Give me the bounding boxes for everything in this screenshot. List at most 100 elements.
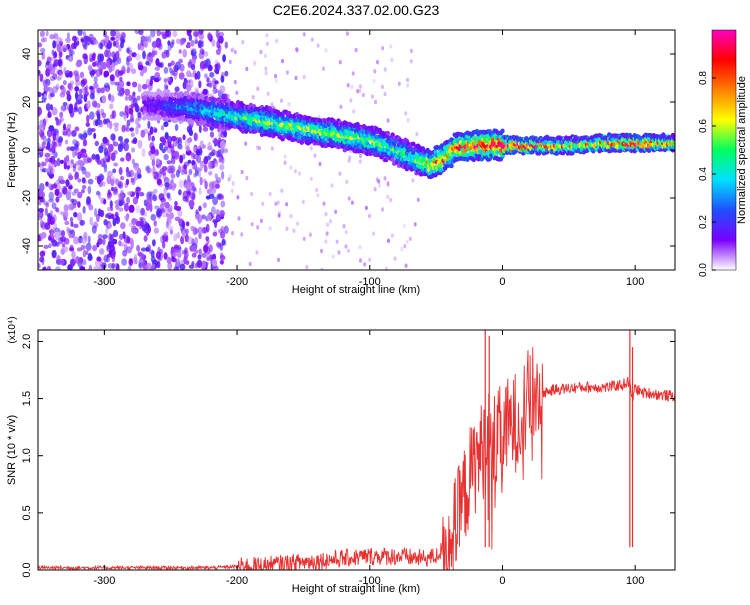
noise-point <box>128 50 133 57</box>
noise-point <box>48 165 53 175</box>
noise-point <box>201 214 206 220</box>
noise-point <box>163 146 168 151</box>
noise-point <box>59 258 65 266</box>
noise-point <box>190 152 195 157</box>
noise-point <box>240 169 244 175</box>
noise-point <box>131 52 137 58</box>
noise-point <box>85 36 91 46</box>
noise-point <box>185 221 190 227</box>
noise-point <box>283 160 287 165</box>
noise-point <box>116 33 122 38</box>
noise-point <box>176 251 182 259</box>
noise-point <box>98 42 103 49</box>
noise-point <box>152 239 156 247</box>
noise-point <box>86 100 91 110</box>
noise-point <box>49 34 55 40</box>
noise-point <box>248 261 252 267</box>
noise-point <box>44 207 49 216</box>
noise-point <box>68 159 74 168</box>
noise-point <box>38 162 41 168</box>
noise-point <box>190 49 194 56</box>
noise-point <box>196 259 203 268</box>
noise-point <box>77 30 83 36</box>
x-tick-label: 100 <box>626 276 644 288</box>
noise-point <box>79 153 85 158</box>
noise-point <box>115 216 121 224</box>
noise-point <box>69 48 73 57</box>
noise-point <box>292 228 296 233</box>
noise-point <box>177 209 183 217</box>
noise-point <box>136 109 142 115</box>
noise-point <box>415 131 419 137</box>
noise-point <box>373 187 377 192</box>
noise-point <box>191 191 196 201</box>
noise-point <box>121 141 126 149</box>
noise-point <box>173 244 179 250</box>
noise-point <box>383 176 387 181</box>
noise-point <box>38 199 42 206</box>
noise-point <box>43 93 47 99</box>
noise-point <box>226 93 230 99</box>
y-tick-label: -40 <box>21 238 33 254</box>
noise-point <box>58 138 62 147</box>
noise-point <box>57 175 64 182</box>
noise-point <box>218 31 225 38</box>
noise-point <box>130 177 135 183</box>
y-tick-label: 0 <box>21 147 33 153</box>
snr-panel: -300 -200 -100 0 100 0.00.51.01.52.0 Height … <box>6 316 676 595</box>
noise-point <box>85 90 90 96</box>
noise-point <box>182 134 186 141</box>
noise-point <box>55 196 60 203</box>
noise-point <box>145 246 150 252</box>
noise-point <box>224 70 229 77</box>
noise-point <box>85 200 92 207</box>
noise-point <box>107 170 113 177</box>
noise-point <box>153 227 159 234</box>
noise-point <box>67 83 72 90</box>
noise-point <box>162 240 166 249</box>
noise-point <box>69 244 74 251</box>
noise-point <box>219 85 226 94</box>
noise-point <box>185 181 191 190</box>
noise-point <box>120 31 126 38</box>
noise-point <box>250 222 254 227</box>
ridge-point <box>185 90 190 96</box>
noise-point <box>60 104 65 111</box>
noise-point <box>137 111 142 119</box>
noise-point <box>91 225 97 234</box>
noise-point <box>94 208 98 217</box>
noise-point <box>137 43 141 51</box>
noise-point <box>189 130 194 137</box>
noise-point <box>148 191 155 200</box>
noise-point <box>178 189 182 196</box>
noise-point <box>175 205 182 212</box>
noise-point <box>152 166 156 175</box>
noise-point <box>219 259 224 265</box>
x-tick-label: 0 <box>499 276 505 288</box>
noise-point <box>174 200 178 207</box>
noise-point <box>89 216 93 226</box>
noise-point <box>368 213 371 219</box>
noise-point <box>198 248 202 254</box>
noise-point <box>119 76 123 82</box>
noise-point <box>318 161 322 167</box>
noise-point <box>112 218 117 227</box>
noise-point <box>386 118 390 123</box>
noise-point <box>120 40 124 49</box>
noise-point <box>81 237 87 245</box>
noise-point <box>115 50 120 59</box>
noise-point <box>380 84 384 90</box>
noise-point <box>294 75 298 81</box>
noise-point <box>107 143 114 152</box>
noise-point <box>52 250 57 257</box>
noise-point <box>102 181 106 187</box>
noise-point <box>212 196 219 206</box>
noise-point <box>324 211 328 217</box>
noise-point <box>178 72 185 80</box>
noise-point <box>390 233 394 238</box>
noise-point <box>38 211 44 218</box>
noise-point <box>331 254 335 259</box>
noise-point <box>93 76 98 84</box>
noise-point <box>389 44 393 49</box>
noise-point <box>194 36 198 44</box>
